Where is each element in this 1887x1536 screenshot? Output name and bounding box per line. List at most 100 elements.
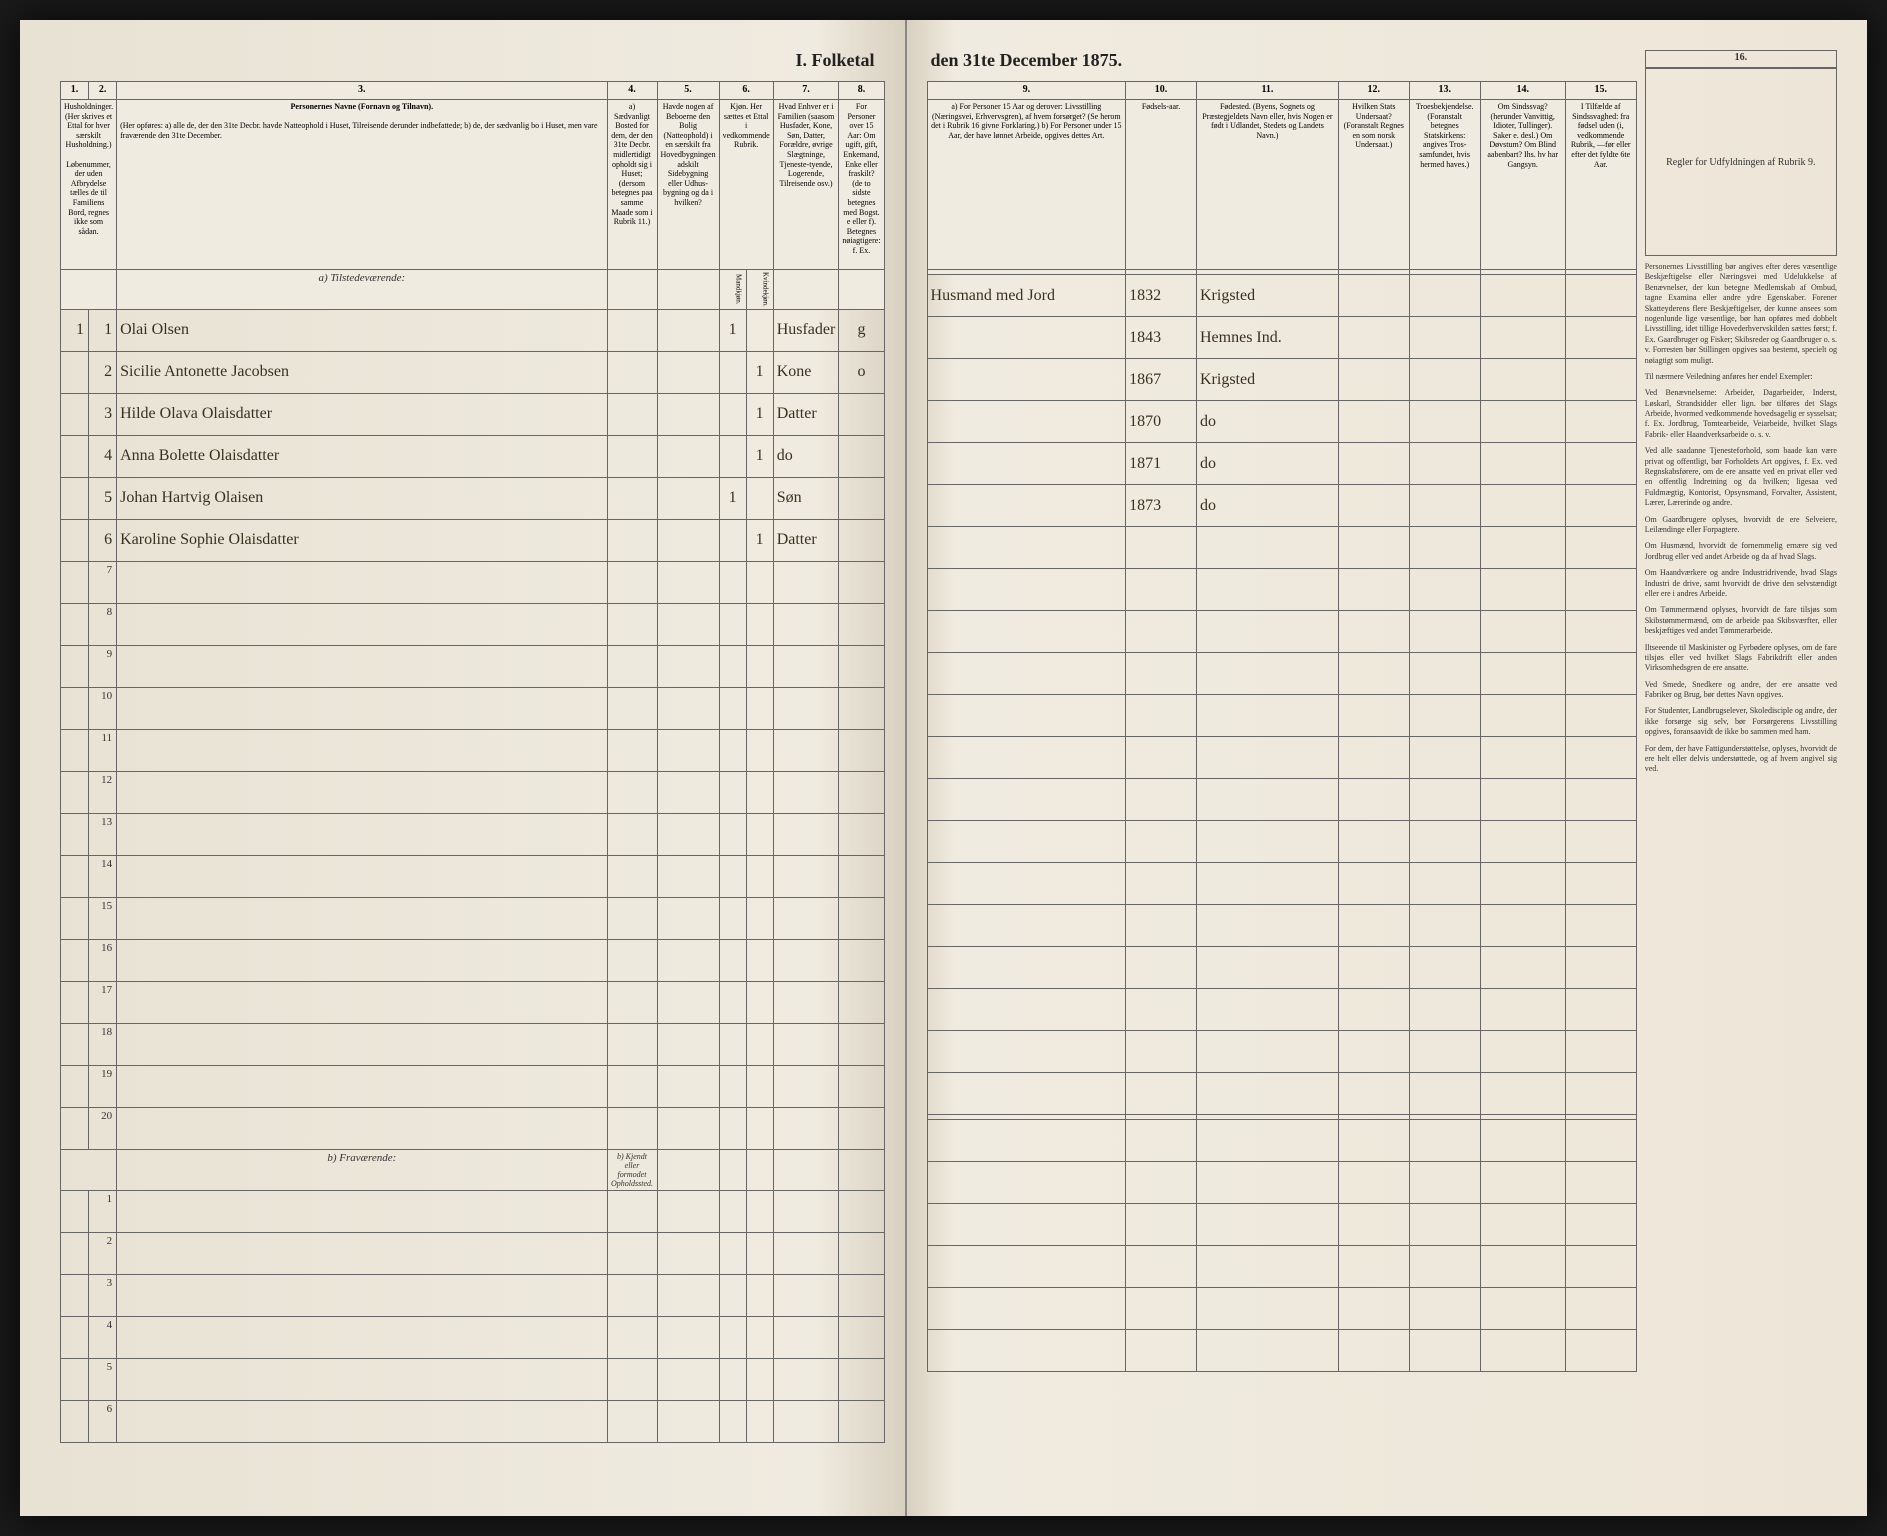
col-12: 12.: [1338, 82, 1409, 100]
col-9: 9.: [927, 82, 1126, 100]
table-row: [927, 527, 1636, 569]
table-row: [927, 779, 1636, 821]
birth-place: Krigsted: [1197, 359, 1339, 401]
birth-year: 1873: [1126, 485, 1197, 527]
col-16: 16.: [1645, 50, 1837, 68]
header-residence: a) Sædvanligt Bosted for dem, der den 31…: [607, 100, 657, 270]
table-row: 8: [61, 603, 885, 645]
birth-year: 1832: [1126, 275, 1197, 317]
col-6: 6.: [719, 82, 773, 100]
header-onset: I Tilfælde af Sindssvaghed: fra fødsel u…: [1565, 100, 1636, 270]
birth-year: 1870: [1126, 401, 1197, 443]
birth-year: 1843: [1126, 317, 1197, 359]
birth-place: do: [1197, 485, 1339, 527]
table-row: 10: [61, 687, 885, 729]
col-8: 8.: [839, 82, 884, 100]
table-row: 13: [61, 813, 885, 855]
occupation: [927, 359, 1126, 401]
occupation: [927, 317, 1126, 359]
birth-place: Hemnes Ind.: [1197, 317, 1339, 359]
birth-place: do: [1197, 401, 1339, 443]
page-title-left: I. Folketal: [60, 50, 885, 71]
person-name: Anna Bolette Olaisdatter: [117, 435, 607, 477]
col-4: 4.: [607, 82, 657, 100]
person-name: Olai Olsen: [117, 309, 607, 351]
header-disability: Om Sindssvag? (herunder Vanvittig, Idiot…: [1480, 100, 1565, 270]
table-row: 19: [61, 1065, 885, 1107]
col-5: 5.: [657, 82, 719, 100]
table-row: 17: [61, 981, 885, 1023]
table-row: 9: [61, 645, 885, 687]
birth-place: Krigsted: [1197, 275, 1339, 317]
header-birthyear: Fødsels-aar.: [1126, 100, 1197, 270]
table-row: 1871 do: [927, 443, 1636, 485]
table-row: 6: [61, 1400, 885, 1442]
table-row: 5: [61, 1358, 885, 1400]
table-row: 1873 do: [927, 485, 1636, 527]
table-row: [927, 1073, 1636, 1115]
census-table-right: 9. 10. 11. 12. 13. 14. 15. a) For Person…: [927, 81, 1637, 1372]
instructions-title: Regler for Udfyldningen af Rubrik 9.: [1645, 68, 1837, 256]
col-10: 10.: [1126, 82, 1197, 100]
instructions-text: Personernes Livsstilling bør angives eft…: [1645, 262, 1837, 775]
table-row: [927, 695, 1636, 737]
table-row: 2 Sicilie Antonette Jacobsen 1 Kone o: [61, 351, 885, 393]
table-row: 3: [61, 1274, 885, 1316]
section-absent: b) Fraværende:: [117, 1149, 607, 1190]
table-row: 2: [61, 1232, 885, 1274]
table-row: 6 Karoline Sophie Olaisdatter 1 Datter: [61, 519, 885, 561]
header-birthplace: Fødested. (Byens, Sognets og Præstegjeld…: [1197, 100, 1339, 270]
table-row: [927, 1031, 1636, 1073]
table-row: 1870 do: [927, 401, 1636, 443]
census-book: I. Folketal 1. 2. 3. 4. 5. 6. 7. 8. Hush…: [20, 20, 1867, 1516]
table-row: 1867 Krigsted: [927, 359, 1636, 401]
table-row: [927, 1246, 1636, 1288]
occupation: [927, 401, 1126, 443]
table-row: 4 Anna Bolette Olaisdatter 1 do: [61, 435, 885, 477]
table-row: Husmand med Jord 1832 Krigsted: [927, 275, 1636, 317]
table-row: 12: [61, 771, 885, 813]
table-row: [927, 905, 1636, 947]
table-row: [927, 1330, 1636, 1372]
col-14: 14.: [1480, 82, 1565, 100]
table-row: [927, 653, 1636, 695]
section-present: a) Tilstedeværende:: [117, 270, 607, 310]
birth-place: do: [1197, 443, 1339, 485]
page-title-right: den 31te December 1875.: [927, 50, 1637, 71]
birth-year: 1871: [1126, 443, 1197, 485]
header-sex: Kjøn. Her sættes et Ettal i vedkommende …: [719, 100, 773, 270]
header-occupation: a) For Personer 15 Aar og derover: Livss…: [927, 100, 1126, 270]
occupation: [927, 485, 1126, 527]
table-row: 7: [61, 561, 885, 603]
table-row: 11: [61, 729, 885, 771]
right-page: den 31te December 1875. 9. 10. 11. 12. 1…: [907, 20, 1867, 1516]
col-7: 7.: [773, 82, 839, 100]
col-11: 11.: [1197, 82, 1339, 100]
table-row: 18: [61, 1023, 885, 1065]
table-row: 14: [61, 855, 885, 897]
table-row: [927, 569, 1636, 611]
table-row: [927, 821, 1636, 863]
table-row: [927, 947, 1636, 989]
table-row: [927, 1162, 1636, 1204]
occupation: [927, 443, 1126, 485]
col-1: 1.: [61, 82, 89, 100]
table-row: 16: [61, 939, 885, 981]
person-name: Sicilie Antonette Jacobsen: [117, 351, 607, 393]
table-row: 1: [61, 1190, 885, 1232]
table-row: 1843 Hemnes Ind.: [927, 317, 1636, 359]
table-row: 4: [61, 1316, 885, 1358]
col-3: 3.: [117, 82, 607, 100]
header-names: Personernes Navne (Fornavn og Tilnavn).(…: [117, 100, 607, 270]
census-table-left: 1. 2. 3. 4. 5. 6. 7. 8. Husholdninger. (…: [60, 81, 885, 1443]
left-page: I. Folketal 1. 2. 3. 4. 5. 6. 7. 8. Hush…: [20, 20, 907, 1516]
header-female: Kvindekjøn.: [746, 270, 773, 310]
header-citizen: Hvilken Stats Undersaat? (Foranstalt Reg…: [1338, 100, 1409, 270]
header-male: Mandkjøn.: [719, 270, 746, 310]
col-13: 13.: [1409, 82, 1480, 100]
table-row: 5 Johan Hartvig Olaisen 1 Søn: [61, 477, 885, 519]
table-row: 20: [61, 1107, 885, 1149]
col-15: 15.: [1565, 82, 1636, 100]
header-relation: Hvad Enhver er i Familien (saasom Husfad…: [773, 100, 839, 270]
table-row: [927, 1288, 1636, 1330]
